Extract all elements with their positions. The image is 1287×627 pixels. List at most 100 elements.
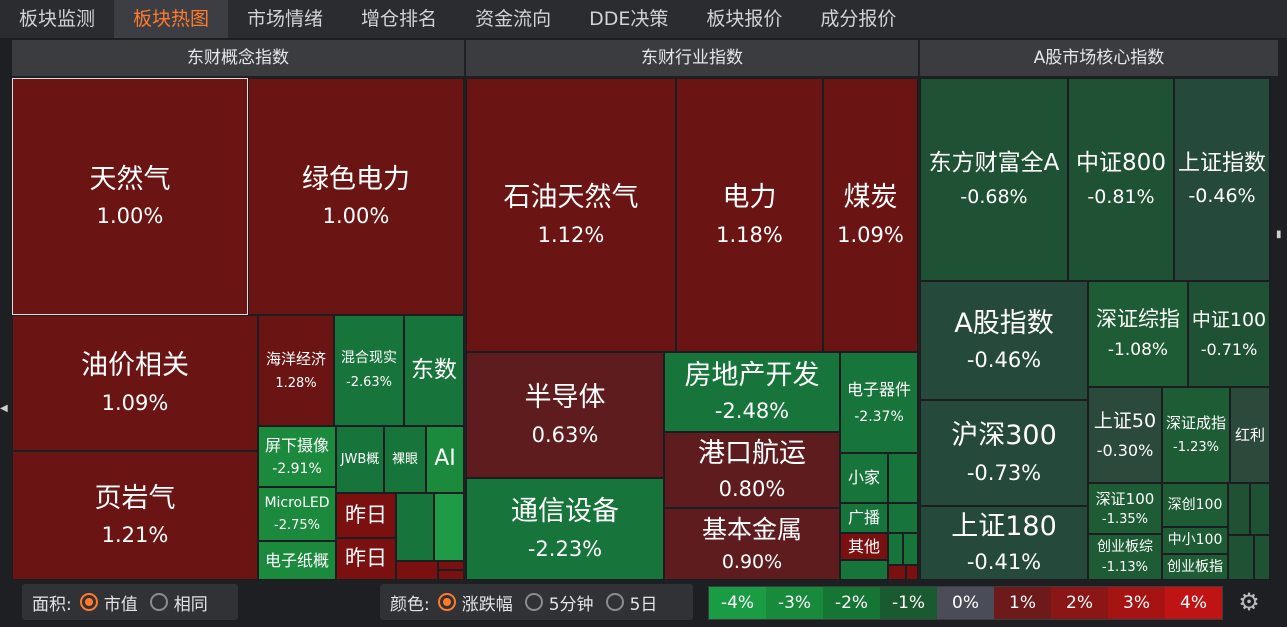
- tab-fund-flow[interactable]: 资金流向: [475, 8, 552, 30]
- cell-change: -2.75%: [274, 517, 320, 533]
- heatmap-cell[interactable]: 上证50 -0.30%: [1088, 387, 1162, 483]
- heatmap-cell[interactable]: AI: [426, 426, 464, 493]
- heatmap-cell: [888, 565, 906, 580]
- cell-change: -2.63%: [346, 375, 392, 391]
- cell-name: 沪深300: [951, 420, 1057, 452]
- heatmap-cell[interactable]: 深证成指 -1.23%: [1162, 387, 1230, 483]
- tab-bar: 板块监测 板块热图 市场情绪 增仓排名 资金流向 DDE决策 板块报价 成分报价: [0, 0, 1287, 38]
- heatmap-cell[interactable]: 昨日: [336, 538, 396, 580]
- cell-name: 电力: [722, 182, 777, 214]
- heatmap-cell[interactable]: 天然气 1.00%: [12, 78, 248, 315]
- cell-change: -0.30%: [1096, 440, 1154, 460]
- color-option-label: 5日: [629, 594, 658, 615]
- cell-change: 0.63%: [531, 422, 599, 447]
- color-option-change[interactable]: 涨跌幅: [437, 590, 513, 615]
- heatmap-cell[interactable]: 深创100: [1162, 483, 1228, 527]
- cell-name: 上证180: [951, 511, 1057, 543]
- cell-name: 天然气: [89, 163, 171, 195]
- heatmap-cell[interactable]: 深证综指 -1.08%: [1088, 281, 1188, 387]
- heatmap-cell[interactable]: 页岩气 1.21%: [12, 451, 258, 580]
- heatmap-cell[interactable]: 裸眼: [384, 426, 426, 493]
- gear-icon[interactable]: ⚙: [1238, 588, 1260, 616]
- heatmap-cell[interactable]: 东方财富全A -0.68%: [920, 78, 1068, 281]
- cell-change: 0.90%: [721, 550, 783, 573]
- cell-change: -0.68%: [960, 185, 1028, 208]
- tab-sector-monitor[interactable]: 板块监测: [19, 8, 96, 30]
- heatmap-cell[interactable]: 中小100: [1162, 527, 1228, 554]
- heatmap-cell[interactable]: 上证180 -0.41%: [920, 506, 1088, 580]
- arrow-right-icon[interactable]: ▮: [1276, 229, 1282, 240]
- color-option-5min[interactable]: 5分钟: [524, 590, 594, 615]
- cell-name: 基本金属: [701, 514, 802, 544]
- area-option-label: 市值: [103, 594, 138, 615]
- cell-name: 昨日: [345, 546, 387, 571]
- tab-market-sentiment[interactable]: 市场情绪: [247, 8, 324, 30]
- cell-change: 0.80%: [718, 476, 786, 501]
- heatmap-cell[interactable]: 半导体 0.63%: [466, 352, 664, 478]
- heatmap-cell: [888, 503, 918, 533]
- heatmap-cell[interactable]: 红利: [1230, 387, 1270, 483]
- cell-name: 中证100: [1191, 309, 1267, 331]
- heatmap-cell[interactable]: 屏下摄像 -2.91%: [258, 426, 336, 487]
- heatmap-cell[interactable]: 深证100 -1.35%: [1088, 483, 1162, 534]
- cell-name: A股指数: [954, 307, 1054, 339]
- heatmap-cell[interactable]: 上证指数 -0.46%: [1174, 78, 1270, 281]
- heatmap-cell[interactable]: 创业板指: [1162, 554, 1228, 580]
- heatmap-cell[interactable]: 创业板综 -1.13%: [1088, 534, 1162, 580]
- heatmap-cell[interactable]: 绿色电力 1.00%: [248, 78, 464, 315]
- cell-name: 其他: [847, 536, 880, 556]
- cell-name: 屏下摄像: [264, 435, 329, 455]
- tab-component-quotes[interactable]: 成分报价: [820, 8, 897, 30]
- legend-swatch: -4%: [709, 587, 766, 619]
- cell-name: 东方财富全A: [928, 150, 1060, 177]
- heatmap-cell[interactable]: A股指数 -0.46%: [920, 281, 1088, 400]
- heatmap-cell[interactable]: 东数: [404, 315, 464, 426]
- tab-sector-quotes[interactable]: 板块报价: [706, 8, 783, 30]
- heatmap-cell[interactable]: 昨日: [336, 493, 396, 538]
- heatmap-cell[interactable]: JWB概: [336, 426, 384, 493]
- heatmap-cell[interactable]: 沪深300 -0.73%: [920, 400, 1088, 506]
- cell-name: 深创100: [1167, 496, 1223, 513]
- legend-swatch: 1%: [994, 587, 1051, 619]
- heatmap-cell: [906, 565, 918, 580]
- arrow-left-icon[interactable]: ◀: [0, 403, 8, 414]
- heatmap-cell: [1228, 535, 1254, 580]
- heatmap-cell[interactable]: 石油天然气 1.12%: [466, 78, 676, 352]
- tab-position-ranking[interactable]: 增仓排名: [361, 8, 438, 30]
- heatmap-cell[interactable]: 中证800 -0.81%: [1068, 78, 1174, 281]
- heatmap-cell[interactable]: 油价相关 1.09%: [12, 315, 258, 451]
- tab-dde[interactable]: DDE决策: [589, 8, 669, 30]
- heatmap-cell: [434, 493, 464, 561]
- heatmap-cell[interactable]: 基本金属 0.90%: [664, 508, 840, 580]
- cell-change: 1.28%: [275, 375, 317, 391]
- cell-name: 红利: [1234, 426, 1265, 444]
- heatmap-cell[interactable]: 电力 1.18%: [676, 78, 823, 352]
- heatmap-cell: [438, 570, 464, 580]
- heatmap-cell[interactable]: 广播: [840, 503, 888, 533]
- heatmap-cell[interactable]: 煤炭 1.09%: [823, 78, 918, 352]
- heatmap-cell: [840, 560, 888, 580]
- heatmap-cell: [903, 533, 918, 565]
- heatmap-cell: [396, 561, 438, 580]
- heatmap-cell[interactable]: MicroLED -2.75%: [258, 487, 336, 541]
- area-option-equal[interactable]: 相同: [149, 590, 208, 615]
- heatmap-cell[interactable]: 混合现实 -2.63%: [334, 315, 404, 426]
- legend-swatch: -3%: [766, 587, 823, 619]
- heatmap-cell[interactable]: 电子器件 -2.37%: [840, 352, 918, 453]
- heatmap-cell[interactable]: 海洋经济 1.28%: [258, 315, 334, 426]
- heatmap-cell: [1250, 483, 1270, 535]
- tab-sector-heatmap[interactable]: 板块热图: [114, 0, 229, 38]
- cell-change: -1.13%: [1102, 559, 1148, 575]
- heatmap-cell[interactable]: 电子纸概: [258, 541, 336, 580]
- heatmap-cell[interactable]: 小家: [840, 453, 888, 503]
- area-option-market-cap[interactable]: 市值: [79, 590, 138, 615]
- heatmap-cell[interactable]: 通信设备 -2.23%: [466, 478, 664, 580]
- heatmap-cell[interactable]: 其他: [840, 533, 888, 560]
- heatmap-cell[interactable]: 中证100 -0.71%: [1188, 281, 1270, 387]
- color-option-5day[interactable]: 5日: [605, 590, 658, 615]
- cell-name: 昨日: [345, 502, 387, 527]
- cell-name: AI: [434, 446, 456, 472]
- heatmap-cell[interactable]: 房地产开发 -2.48%: [664, 352, 840, 432]
- heatmap-cell[interactable]: 港口航运 0.80%: [664, 432, 840, 508]
- cell-change: 1.18%: [716, 222, 783, 247]
